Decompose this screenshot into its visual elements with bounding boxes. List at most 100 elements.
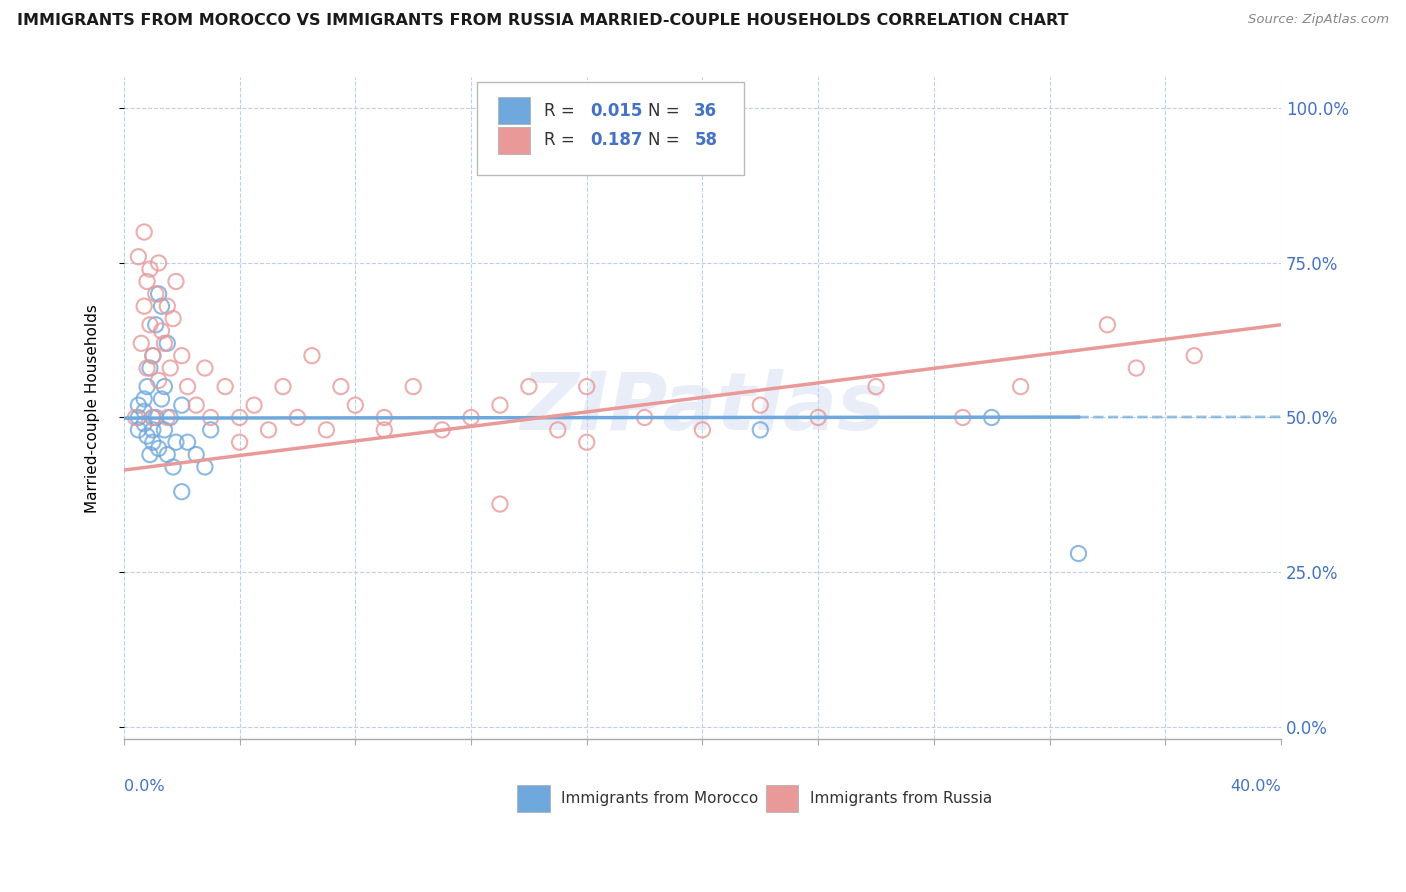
Point (1097, 318, 1119, 332)
Point (142, 349, 165, 363)
Point (148, 442, 170, 456)
Point (153, 423, 176, 437)
Text: 0.015: 0.015 (591, 102, 643, 120)
Point (156, 410, 179, 425)
Point (243, 398, 266, 412)
Point (127, 398, 149, 412)
Point (489, 398, 512, 412)
Point (127, 250, 149, 264)
Text: Source: ZipAtlas.com: Source: ZipAtlas.com (1249, 13, 1389, 27)
Point (148, 256, 170, 270)
Point (142, 423, 165, 437)
Point (136, 275, 159, 289)
Text: 58: 58 (695, 131, 717, 149)
Point (156, 448, 179, 462)
Point (517, 379, 540, 393)
Point (344, 398, 367, 412)
Point (127, 423, 149, 437)
Point (430, 423, 453, 437)
Point (142, 410, 165, 425)
Point (170, 349, 193, 363)
Point (165, 435, 187, 450)
Point (301, 349, 323, 363)
Point (228, 435, 250, 450)
Point (139, 318, 162, 332)
Point (150, 392, 173, 406)
Point (134, 299, 156, 313)
Point (257, 423, 280, 437)
Point (153, 379, 176, 393)
FancyBboxPatch shape (477, 82, 744, 176)
Point (460, 410, 482, 425)
Point (159, 410, 181, 425)
Point (134, 417, 156, 431)
Point (1125, 361, 1147, 376)
Point (952, 410, 974, 425)
Point (287, 410, 309, 425)
FancyBboxPatch shape (498, 127, 530, 153)
Y-axis label: Married-couple Households: Married-couple Households (86, 304, 100, 513)
Point (271, 379, 294, 393)
Point (142, 349, 165, 363)
Text: Immigrants from Morocco: Immigrants from Morocco (561, 791, 758, 806)
Point (129, 336, 152, 351)
FancyBboxPatch shape (498, 97, 530, 124)
Point (165, 275, 187, 289)
Point (575, 435, 598, 450)
Point (200, 423, 222, 437)
Point (315, 423, 337, 437)
Point (170, 484, 193, 499)
Text: 40.0%: 40.0% (1230, 779, 1281, 794)
Point (692, 423, 714, 437)
Point (136, 379, 159, 393)
Point (980, 410, 1002, 425)
Point (575, 379, 598, 393)
Point (807, 410, 830, 425)
Text: N =: N = (648, 131, 685, 149)
Text: 0.187: 0.187 (591, 131, 643, 149)
Text: 36: 36 (695, 102, 717, 120)
Point (1067, 547, 1090, 561)
Point (749, 398, 772, 412)
Point (402, 379, 425, 393)
Point (156, 336, 179, 351)
Point (136, 361, 159, 376)
Point (139, 361, 162, 376)
Point (547, 423, 569, 437)
Point (162, 311, 184, 326)
Point (145, 318, 167, 332)
Point (373, 423, 395, 437)
Point (156, 299, 179, 313)
Point (170, 398, 193, 412)
Point (186, 448, 208, 462)
Point (153, 336, 176, 351)
FancyBboxPatch shape (517, 785, 550, 812)
Point (134, 225, 156, 239)
Point (194, 361, 217, 376)
Point (139, 448, 162, 462)
Text: IMMIGRANTS FROM MOROCCO VS IMMIGRANTS FROM RUSSIA MARRIED-COUPLE HOUSEHOLDS CORR: IMMIGRANTS FROM MOROCCO VS IMMIGRANTS FR… (17, 13, 1069, 29)
Point (373, 410, 395, 425)
Point (200, 410, 222, 425)
Point (145, 286, 167, 301)
Text: R =: R = (544, 131, 579, 149)
FancyBboxPatch shape (766, 785, 799, 812)
Text: ZIPatlas: ZIPatlas (520, 369, 884, 447)
Point (228, 410, 250, 425)
Point (176, 379, 198, 393)
Point (1182, 349, 1205, 363)
Point (148, 373, 170, 387)
Point (633, 410, 655, 425)
Point (134, 392, 156, 406)
Point (127, 410, 149, 425)
Text: 0.0%: 0.0% (124, 779, 165, 794)
Point (159, 361, 181, 376)
Point (194, 459, 217, 474)
Text: N =: N = (648, 102, 685, 120)
Point (124, 410, 146, 425)
Point (489, 497, 512, 511)
Point (139, 262, 162, 277)
Point (142, 410, 165, 425)
Point (142, 435, 165, 450)
Point (145, 410, 167, 425)
